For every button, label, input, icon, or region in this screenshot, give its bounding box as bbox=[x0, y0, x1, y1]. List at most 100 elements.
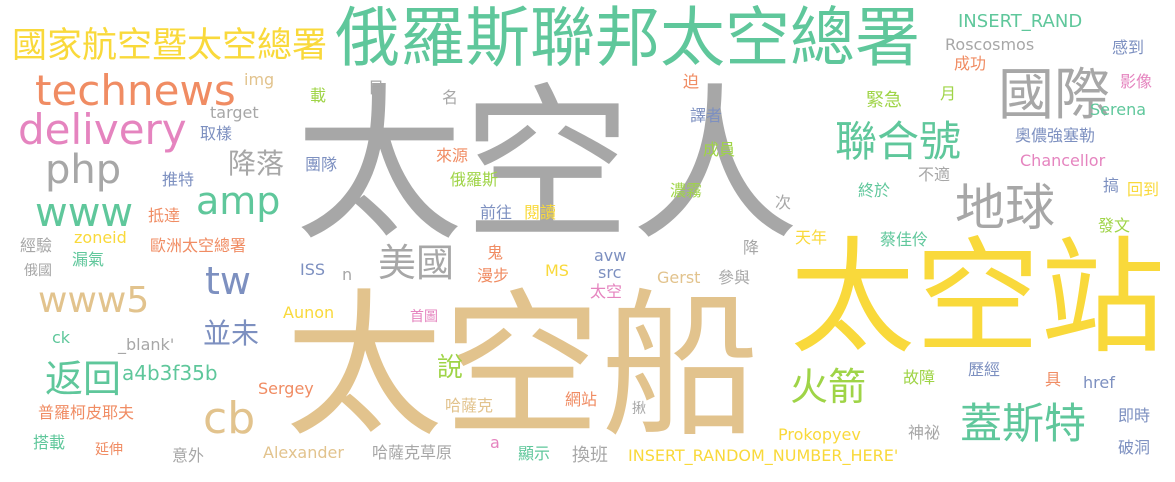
word: 國家航空暨太空總署 bbox=[12, 26, 328, 66]
word: ISS bbox=[300, 260, 326, 279]
word: 參與 bbox=[718, 268, 751, 287]
word: 說 bbox=[437, 353, 464, 383]
word: 搭載 bbox=[33, 433, 66, 452]
word: 降落 bbox=[228, 147, 285, 180]
word: 團隊 bbox=[305, 155, 338, 174]
word: 俄國 bbox=[24, 263, 52, 279]
word: 太空人 bbox=[295, 68, 799, 264]
word: 延伸 bbox=[95, 442, 123, 458]
word: 緊急 bbox=[866, 90, 902, 111]
word: 太空 bbox=[590, 282, 623, 301]
word: target bbox=[210, 103, 259, 122]
word: tw bbox=[205, 259, 251, 303]
word: Prokopyev bbox=[778, 425, 861, 444]
word: 國際 bbox=[998, 63, 1110, 128]
word: 破洞 bbox=[1118, 438, 1151, 457]
word: 返回 bbox=[45, 357, 122, 401]
word: 閱讀 bbox=[524, 203, 557, 222]
word: 地球 bbox=[955, 179, 1055, 237]
word: 蔡佳伶 bbox=[880, 230, 929, 249]
word: INSERT_RAND bbox=[958, 11, 1083, 32]
word: 天年 bbox=[795, 228, 828, 247]
word: Roscosmos bbox=[945, 35, 1035, 54]
word: 名 bbox=[442, 88, 459, 107]
word: 顯示 bbox=[518, 444, 551, 463]
word: 太空站 bbox=[790, 226, 1165, 371]
word: 發文 bbox=[1098, 216, 1131, 235]
word: 日 bbox=[368, 78, 385, 97]
word: Sergey bbox=[258, 379, 314, 398]
word: avw bbox=[594, 246, 627, 265]
word: 月 bbox=[940, 84, 957, 103]
word: n bbox=[342, 265, 353, 284]
word: href bbox=[1083, 373, 1115, 392]
word: 並未 bbox=[203, 317, 260, 350]
word: 蓋斯特 bbox=[960, 399, 1087, 448]
word: 次 bbox=[775, 193, 792, 212]
word: 哈薩克草原 bbox=[372, 443, 453, 462]
word: 首圖 bbox=[410, 309, 438, 325]
word: 抵達 bbox=[148, 206, 181, 225]
word: 降 bbox=[743, 238, 760, 257]
word: 故障 bbox=[903, 368, 936, 387]
word: 影像 bbox=[1120, 72, 1153, 91]
word: 鬼 bbox=[487, 243, 504, 262]
word: 載 bbox=[310, 86, 327, 105]
word: 搞 bbox=[1103, 176, 1120, 195]
word: 譯者 bbox=[690, 106, 723, 125]
word: delivery bbox=[18, 105, 187, 154]
word: Aunon bbox=[283, 303, 335, 322]
word: cb bbox=[203, 393, 256, 444]
word: INSERT_RANDOM_NUMBER_HERE' bbox=[628, 446, 899, 465]
word: 成員 bbox=[703, 140, 736, 159]
word: 推特 bbox=[162, 170, 195, 189]
word: a bbox=[490, 433, 500, 452]
word: Gerst bbox=[657, 268, 701, 287]
word: 神祕 bbox=[908, 423, 941, 442]
word: a4b3f35b bbox=[122, 361, 218, 385]
word: 歷經 bbox=[968, 360, 1001, 379]
word: src bbox=[598, 263, 622, 282]
word: 具 bbox=[1045, 370, 1062, 389]
word: 俄羅斯 bbox=[450, 170, 499, 189]
word: MS bbox=[545, 261, 569, 280]
word: www5 bbox=[38, 280, 150, 321]
word: 前往 bbox=[480, 203, 513, 222]
word: 揪 bbox=[632, 401, 646, 417]
word: 漏氣 bbox=[72, 250, 105, 269]
word: 網站 bbox=[565, 390, 598, 409]
word: 太空船 bbox=[285, 275, 759, 459]
word: 終於 bbox=[858, 181, 891, 200]
word: 美國 bbox=[378, 241, 455, 285]
word: amp bbox=[196, 179, 281, 223]
word: Alexander bbox=[263, 443, 344, 462]
word: 即時 bbox=[1118, 406, 1151, 425]
word: 來源 bbox=[436, 146, 469, 165]
word: technews bbox=[35, 66, 236, 115]
word: php bbox=[45, 147, 122, 193]
word: 濃霧 bbox=[670, 181, 703, 200]
word: 普羅柯皮耶夫 bbox=[38, 403, 135, 422]
word: 換班 bbox=[572, 445, 608, 466]
word: 聯合號 bbox=[835, 117, 962, 166]
word: 迫 bbox=[683, 72, 700, 91]
word: 成功 bbox=[954, 54, 987, 73]
word: 火箭 bbox=[790, 365, 867, 409]
word: 歐洲太空總署 bbox=[150, 236, 247, 255]
word: 感到 bbox=[1112, 38, 1145, 57]
word: 俄羅斯聯邦太空總署 bbox=[335, 1, 921, 76]
word: ck bbox=[52, 328, 71, 347]
word: 哈薩克 bbox=[445, 396, 494, 415]
word: 奧儂強塞勒 bbox=[1015, 126, 1096, 145]
word: Chancellor bbox=[1020, 151, 1106, 170]
word: img bbox=[244, 70, 275, 89]
word: zoneid bbox=[74, 228, 127, 247]
word: 經驗 bbox=[20, 236, 53, 255]
word: 漫步 bbox=[477, 266, 510, 285]
word: 取樣 bbox=[200, 124, 233, 143]
word: 回到 bbox=[1127, 180, 1160, 199]
word: www bbox=[35, 190, 134, 236]
word: 不適 bbox=[918, 165, 951, 184]
word: 意外 bbox=[172, 446, 205, 465]
